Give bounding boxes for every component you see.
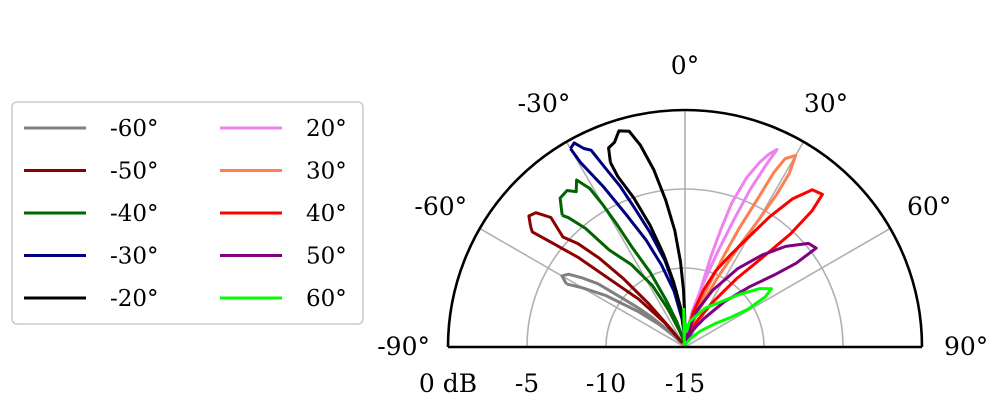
series-line <box>683 241 818 346</box>
legend-label: -40° <box>110 201 159 227</box>
angle-tick-label: 60° <box>907 192 951 221</box>
ring-gridline <box>605 267 765 348</box>
radial-tick-label: -10 <box>586 369 626 398</box>
angle-tick-label: 0° <box>671 51 699 80</box>
series-layer <box>527 129 824 347</box>
legend-label: -50° <box>110 159 159 185</box>
legend-label: -30° <box>110 244 159 270</box>
legend-box <box>11 101 364 325</box>
angle-tick-label: -60° <box>414 192 467 221</box>
ring-gridline <box>526 188 844 348</box>
angle-tick-label: 30° <box>804 89 848 118</box>
series-line <box>558 178 686 343</box>
radial-gridline <box>565 141 686 348</box>
radial-tick-label: -15 <box>665 369 705 398</box>
radial-gridline <box>684 227 891 348</box>
series-line <box>684 188 824 344</box>
outer-arc <box>446 108 924 348</box>
angle-tick-label: 90° <box>944 332 988 361</box>
series-line <box>560 272 684 345</box>
series-line <box>607 129 687 343</box>
legend-label: 30° <box>306 159 347 185</box>
legend-label: 60° <box>306 286 347 312</box>
angle-tick-label: -30° <box>518 89 571 118</box>
series-line <box>527 211 683 344</box>
radial-tick-label: -5 <box>515 369 539 398</box>
legend-label: 40° <box>306 201 347 227</box>
angle-tick-label: -90° <box>377 332 430 361</box>
legend-label: -60° <box>110 116 159 142</box>
radial-tick-label: 0 dB <box>419 369 477 398</box>
polar-frame <box>446 108 924 349</box>
legend-label: 50° <box>306 244 347 270</box>
legend: -60° -50° -40° -30° -20° 20° 30° 40° 50° 60° <box>11 101 364 325</box>
series-line <box>682 287 773 347</box>
legend-label: 20° <box>306 116 347 142</box>
tick-labels: -90° -60° -30° 0° 30° 60° 90° 0 dB -5 -10 -15 <box>377 51 988 398</box>
legend-label: -20° <box>110 286 159 312</box>
